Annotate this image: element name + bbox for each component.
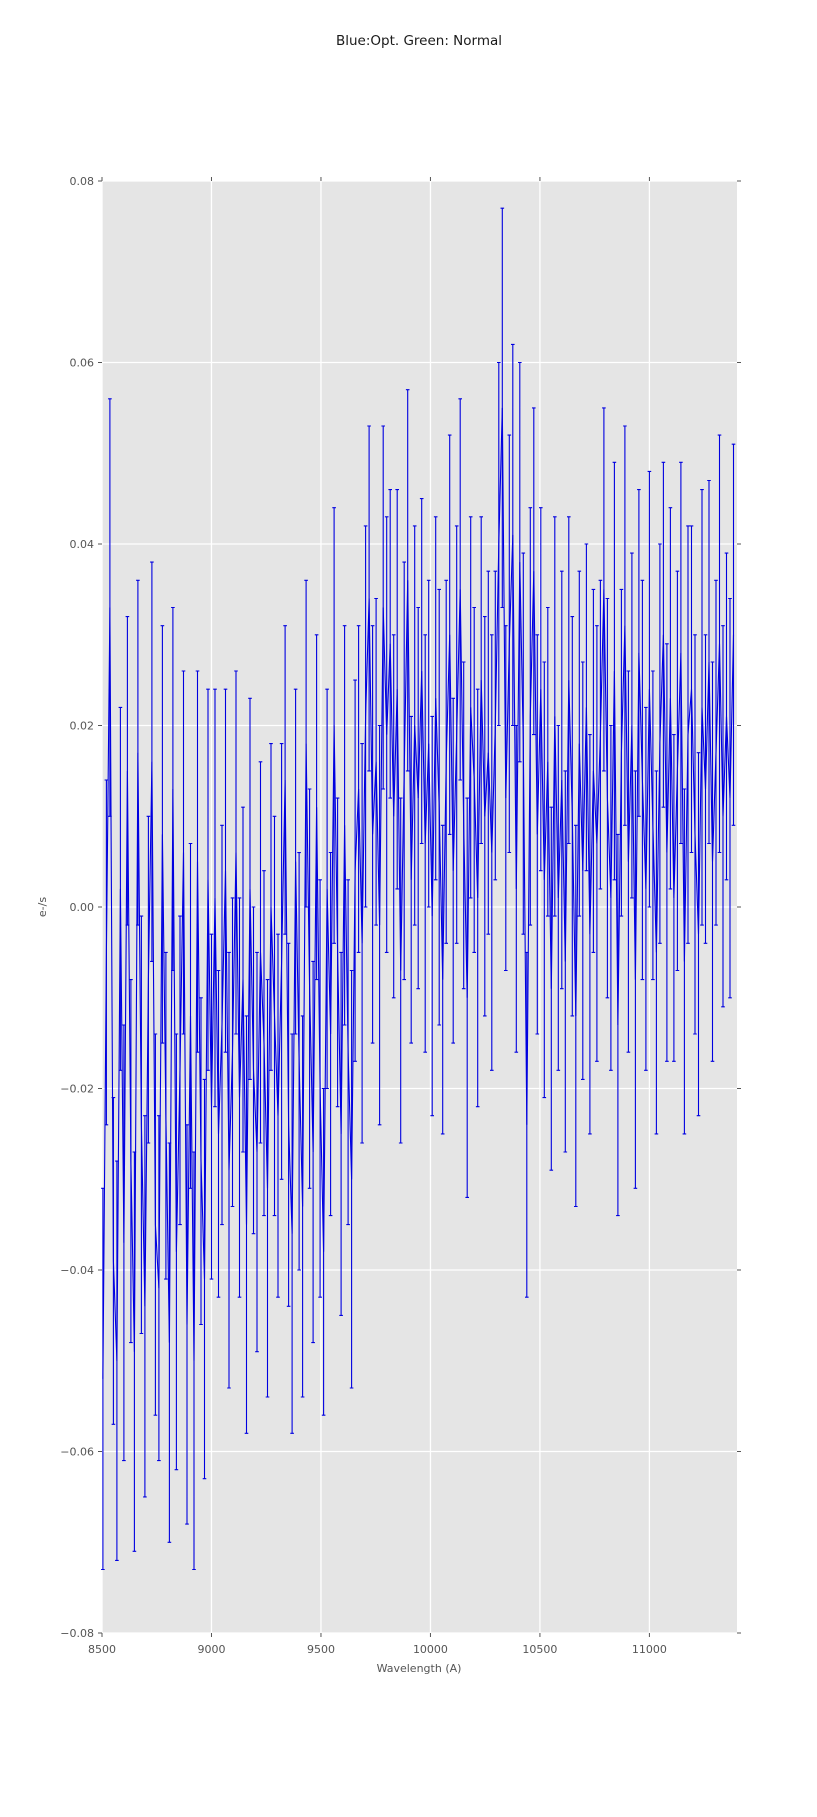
y-tick-label: 0.00 xyxy=(70,901,95,914)
y-tick-label: 0.06 xyxy=(70,356,95,369)
x-tick-label: 8500 xyxy=(88,1643,116,1656)
x-tick-label: 9500 xyxy=(307,1643,335,1656)
y-tick-label: 0.02 xyxy=(70,719,95,732)
y-tick-label: 0.04 xyxy=(70,538,95,551)
x-tick-label: 9000 xyxy=(197,1643,225,1656)
y-tick-label: −0.06 xyxy=(60,1445,94,1458)
spectrum-line xyxy=(102,407,735,1379)
y-axis-label: e-/s xyxy=(36,897,49,917)
plot-area: 0.08 0.06 0.04 0.02 0.00 −0.02 −0.04 −0.06 −0.08… xyxy=(60,175,741,1656)
chart-title: Blue:Opt. Green: Normal xyxy=(336,33,502,49)
x-axis-label: Wavelength (A) xyxy=(377,1662,462,1675)
y-tick-label: −0.08 xyxy=(60,1627,94,1640)
x-tick-label: 10000 xyxy=(413,1643,448,1656)
x-tick-label: 11000 xyxy=(632,1643,667,1656)
x-tick-label: 10500 xyxy=(522,1643,557,1656)
y-tick-label: −0.04 xyxy=(60,1264,94,1277)
y-tick-label: 0.08 xyxy=(70,175,95,188)
y-tick-label: −0.02 xyxy=(60,1082,94,1095)
